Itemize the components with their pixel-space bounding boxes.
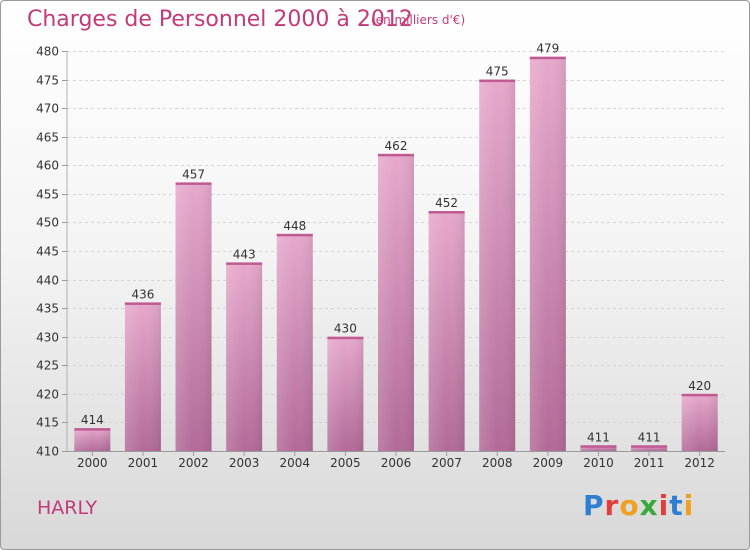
bar-shade (529, 56, 566, 451)
x-tick-label: 2010 (583, 456, 614, 470)
bar-cap (276, 233, 313, 237)
bar-cap (226, 262, 263, 265)
x-tick-label: 2000 (77, 456, 108, 470)
data-label: 457 (182, 167, 205, 181)
y-tick-label: 480 (36, 45, 59, 59)
bar-cap (428, 211, 465, 214)
bar-shade (631, 445, 668, 451)
x-tick-label: 2002 (178, 456, 209, 470)
bar-shade (276, 233, 313, 451)
y-tick-label: 420 (36, 388, 59, 402)
x-tick-label: 2003 (229, 456, 260, 470)
y-tick-label: 455 (36, 188, 59, 202)
bar-cap (529, 56, 566, 60)
x-tick-label: 2012 (684, 456, 715, 470)
bar-cap (74, 428, 111, 431)
bar-shade (479, 79, 516, 452)
y-tick-label: 430 (36, 331, 59, 345)
bar-shade (175, 182, 212, 451)
y-tick-label: 410 (36, 445, 59, 459)
bar-shade (681, 393, 718, 451)
data-label: 479 (536, 42, 559, 56)
y-tick-label: 445 (36, 245, 59, 259)
data-label: 462 (385, 139, 408, 153)
y-tick-label: 450 (36, 216, 59, 230)
x-axis: 2000 2001 2002 2003 2004 2005 2006 2007 2008 2009… (77, 451, 715, 470)
logo-letter: x (639, 489, 659, 522)
logo-letter: P (583, 489, 605, 522)
bars (74, 56, 718, 452)
x-tick-label: 2011 (634, 456, 665, 470)
proxiti-logo: Proxiti (583, 489, 694, 522)
y-tick-label: 425 (36, 359, 59, 373)
y-tick-label: 415 (36, 416, 59, 430)
bar-shade (428, 211, 465, 451)
bar-cap (327, 336, 364, 340)
data-label: 436 (131, 287, 154, 301)
x-tick-label: 2004 (279, 456, 310, 470)
place-name: HARLY (37, 497, 98, 519)
logo-letter: i (658, 489, 670, 522)
y-tick-label: 440 (36, 274, 59, 288)
data-labels: 414 436 457 443 448 430 462 452 475 479 411 411 420 (81, 42, 711, 445)
data-label: 430 (334, 322, 357, 336)
logo-letter: i (683, 489, 695, 522)
data-label: 414 (81, 413, 104, 427)
bar-shade (580, 445, 617, 451)
data-label: 475 (486, 65, 509, 79)
bar-cap (580, 445, 617, 448)
x-tick-label: 2005 (330, 456, 361, 470)
bar-cap (175, 182, 212, 185)
data-label: 411 (587, 430, 610, 444)
y-tick-label: 465 (36, 131, 59, 145)
x-tick-label: 2006 (381, 456, 412, 470)
y-tick-label: 460 (36, 159, 59, 173)
bar-cap (631, 445, 668, 448)
y-tick-label: 470 (36, 102, 59, 116)
chart-subtitle: (en milliers d'€) (371, 13, 466, 27)
bar-shade (74, 428, 111, 451)
bar-cap (124, 302, 161, 305)
bar-shade (378, 153, 414, 451)
bar-cap (479, 79, 516, 83)
data-label: 448 (283, 219, 306, 233)
bar-cap (681, 393, 718, 397)
y-tick-label: 475 (36, 74, 59, 88)
x-tick-label: 2009 (533, 456, 564, 470)
data-label: 452 (435, 196, 458, 210)
logo-letter: t (669, 489, 684, 522)
x-tick-label: 2007 (431, 456, 462, 470)
logo-letter: r (604, 489, 620, 522)
chart-title: Charges de Personnel 2000 à 2012 (27, 7, 413, 32)
logo-letter: o (619, 489, 640, 522)
y-tick-label: 435 (36, 302, 59, 316)
data-label: 411 (638, 430, 661, 444)
x-tick-label: 2008 (482, 456, 513, 470)
bar-shade (124, 302, 161, 451)
data-label: 420 (688, 379, 711, 393)
bar-shade (327, 336, 364, 451)
bar-shade (226, 262, 263, 451)
data-label: 443 (233, 247, 256, 261)
bar-cap (378, 153, 414, 157)
x-tick-label: 2001 (128, 456, 159, 470)
